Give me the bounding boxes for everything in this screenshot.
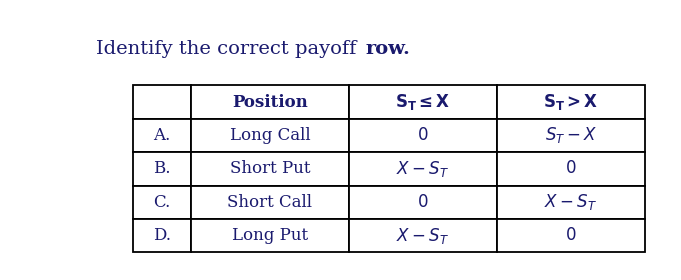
Bar — [349, 85, 496, 119]
Text: C.: C. — [153, 194, 170, 211]
Text: $0$: $0$ — [565, 160, 576, 178]
Bar — [496, 219, 644, 253]
Text: A.: A. — [153, 127, 170, 144]
Bar — [191, 85, 349, 119]
Bar — [191, 219, 349, 253]
Bar — [349, 152, 496, 186]
Bar — [133, 85, 191, 119]
Text: $S_T - X$: $S_T - X$ — [545, 125, 597, 146]
Bar — [496, 85, 644, 119]
Text: Short Call: Short Call — [227, 194, 313, 211]
Text: $\mathbf{S_T \leq X}$: $\mathbf{S_T \leq X}$ — [395, 92, 451, 112]
Bar — [496, 186, 644, 219]
Bar — [496, 119, 644, 152]
Text: Long Put: Long Put — [232, 227, 308, 244]
Text: Position: Position — [232, 94, 308, 111]
Bar — [191, 152, 349, 186]
Bar — [133, 219, 191, 253]
Text: $0$: $0$ — [417, 127, 428, 144]
Text: B.: B. — [153, 160, 170, 178]
Text: $0$: $0$ — [565, 227, 576, 244]
Text: $X - S_T$: $X - S_T$ — [396, 226, 449, 246]
Text: Long Call: Long Call — [229, 127, 310, 144]
Bar — [133, 119, 191, 152]
Text: $\mathbf{S_T > X}$: $\mathbf{S_T > X}$ — [543, 92, 599, 112]
Bar — [349, 186, 496, 219]
Text: Identify the correct payoff: Identify the correct payoff — [95, 40, 362, 58]
Text: Short Put: Short Put — [229, 160, 310, 178]
Text: $0$: $0$ — [417, 194, 428, 211]
Bar — [133, 186, 191, 219]
Text: $X - S_T$: $X - S_T$ — [544, 192, 597, 212]
Bar — [191, 119, 349, 152]
Bar — [349, 119, 496, 152]
Text: $X - S_T$: $X - S_T$ — [396, 159, 449, 179]
Bar — [349, 219, 496, 253]
Bar — [191, 186, 349, 219]
Bar — [496, 152, 644, 186]
Text: row.: row. — [366, 40, 411, 58]
Text: D.: D. — [153, 227, 171, 244]
Bar — [133, 152, 191, 186]
